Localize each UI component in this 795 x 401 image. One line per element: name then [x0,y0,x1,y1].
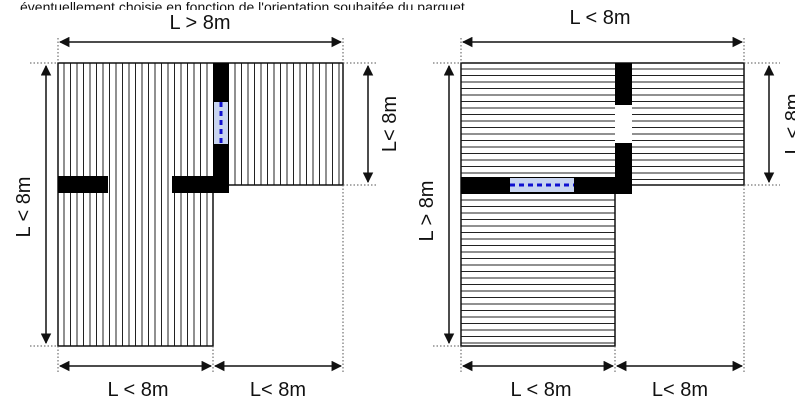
right-plan-top-dim-label: L < 8m [570,7,631,29]
left-plan-top-dim-label: L > 8m [170,12,231,34]
right-plan-dimension-arrows [443,36,775,372]
left-plan-right-dim-label: L< 8m [379,96,401,152]
left-plan-bottom-right-dim-label: L< 8m [250,379,306,401]
right-plan-bottom-right-dim-label: L< 8m [652,379,708,401]
right-plan-left-dim-label: L > 8m [416,181,438,242]
left-plan-extension-lines [30,38,378,372]
left-plan-vertical-boards [63,63,340,346]
right-plan-horizontal-boards [461,68,744,344]
right-plan-bottom-left-dim-label: L < 8m [511,379,572,401]
left-plan-bottom-left-dim-label: L < 8m [108,379,169,401]
left-plan-left-dim-label: L < 8m [13,177,35,238]
right-plan-beam-top [615,63,632,105]
right-plan-beam-lower [615,143,632,185]
right-plan: L < 8m L > 8m L < 8m L < 8m L< 8m [416,7,795,401]
left-plan-dimension-arrows [40,36,374,372]
left-plan-beam-left [58,176,108,193]
caption-fragment: éventuellement choisie en fonction de l'… [20,0,469,15]
left-plan-beam-mid [172,176,229,193]
right-plan-right-dim-label: L < 8m [782,94,795,155]
right-plan-extension-lines [433,38,780,372]
left-plan: L > 8m L < 8m L< 8m L < 8m L< 8m [13,12,401,401]
